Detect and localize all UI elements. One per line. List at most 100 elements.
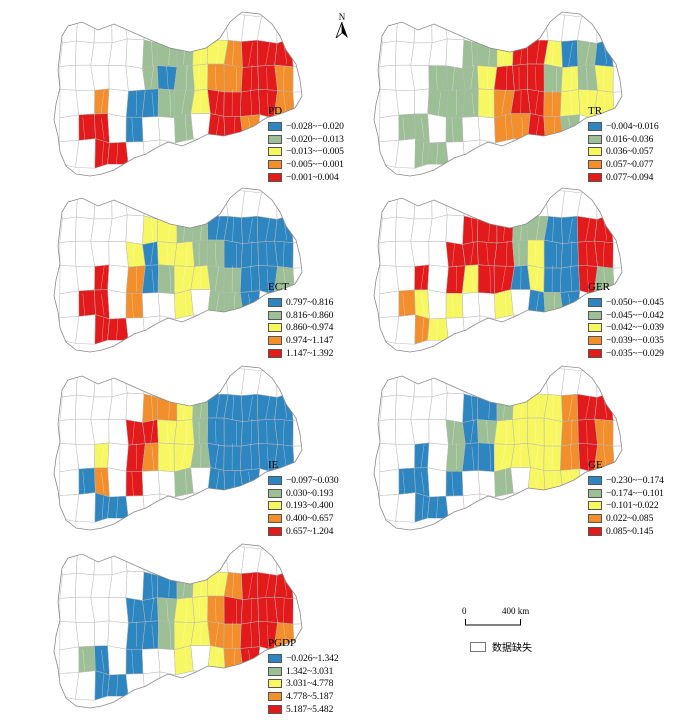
map-region xyxy=(477,264,495,295)
map-region xyxy=(108,597,129,624)
map-region xyxy=(156,190,178,220)
legend-label: 3.031~4.778 xyxy=(286,678,334,690)
region-boundary xyxy=(215,66,217,90)
region-boundary xyxy=(402,293,406,319)
map-panel-ie: IE −0.097~0.030 0.030~0.193 0.193~0.400 … xyxy=(10,362,350,538)
map-region xyxy=(125,292,144,319)
region-boundary xyxy=(185,418,188,447)
map-region xyxy=(156,14,178,44)
region-boundary xyxy=(214,443,220,472)
map-region xyxy=(379,265,400,295)
region-boundary xyxy=(232,41,235,68)
region-boundary xyxy=(185,468,187,494)
legend-label: −0.001~0.004 xyxy=(286,172,339,184)
region-boundary xyxy=(282,598,285,623)
map-region xyxy=(462,215,479,245)
map-region xyxy=(78,645,96,673)
map-region xyxy=(462,241,479,266)
map-region xyxy=(543,267,562,293)
legend-label: 0.193~0.400 xyxy=(286,500,334,512)
region-boundary xyxy=(185,646,187,672)
region-boundary xyxy=(534,265,540,294)
map-region xyxy=(477,292,496,320)
map-region xyxy=(142,139,161,168)
region-boundary xyxy=(471,215,474,243)
north-label: N xyxy=(338,12,346,22)
legend-swatch xyxy=(268,679,282,689)
legend-label: −0.028~−0.020 xyxy=(286,120,344,132)
legend-swatch xyxy=(588,501,602,511)
region-boundary xyxy=(150,419,155,444)
map-region xyxy=(379,216,397,243)
map-region xyxy=(223,267,242,293)
map-region xyxy=(59,240,77,267)
map-region xyxy=(428,65,449,92)
region-boundary xyxy=(570,240,573,269)
map-region xyxy=(496,40,514,68)
legend-swatch xyxy=(268,705,282,715)
map-region xyxy=(176,216,194,244)
map-region xyxy=(192,63,209,91)
legend-swatch xyxy=(268,475,282,485)
region-boundary xyxy=(451,471,454,497)
map-panel-pgdp: PGDP −0.026~1.342 1.342~3.031 3.031~4.77… xyxy=(10,540,350,716)
map-region xyxy=(410,42,433,66)
map-region xyxy=(223,497,245,522)
map-region xyxy=(78,467,96,495)
legend-item: 0.022~0.085 xyxy=(588,512,670,525)
no-data-label: 数据缺失 xyxy=(492,643,532,654)
legend-title: PGDP xyxy=(268,637,297,649)
map-region xyxy=(543,143,565,168)
legend-label: −0.026~1.342 xyxy=(286,652,339,664)
legend-pd: PD −0.028~−0.020 −0.020~−0.013 −0.013~−0… xyxy=(268,104,350,184)
map-region xyxy=(512,39,529,66)
map-region xyxy=(256,571,278,599)
map-region xyxy=(561,139,580,168)
map-region xyxy=(274,214,294,244)
scale-distance-label: 400 km xyxy=(502,606,530,616)
region-boundary xyxy=(586,446,589,471)
region-boundary xyxy=(501,443,506,469)
map-region xyxy=(75,90,95,116)
map-region xyxy=(379,89,400,119)
map-region xyxy=(379,290,400,318)
map-region xyxy=(157,88,175,119)
legend-swatch xyxy=(588,134,602,144)
region-boundary xyxy=(535,39,540,69)
map-region xyxy=(111,192,128,220)
region-boundary xyxy=(215,598,217,622)
map-region xyxy=(223,63,243,93)
region-boundary xyxy=(131,117,134,143)
map-region xyxy=(560,468,581,498)
legend-item: −0.174~−0.101 xyxy=(588,487,670,500)
map-region xyxy=(157,620,175,651)
legend-label: −0.230~−0.174 xyxy=(606,474,664,486)
region-boundary xyxy=(505,240,508,269)
region-boundary xyxy=(402,117,406,143)
region-boundary xyxy=(266,624,269,649)
map-region xyxy=(379,418,397,445)
map-region xyxy=(207,671,226,700)
map-region xyxy=(94,467,110,498)
region-boundary xyxy=(132,597,135,624)
map-outline xyxy=(373,365,623,531)
map-region xyxy=(207,467,226,498)
legend-swatch xyxy=(268,147,282,157)
map-region xyxy=(379,443,400,473)
legend-title: GER xyxy=(588,281,610,293)
map-region xyxy=(510,314,529,342)
region-boundary xyxy=(100,265,105,293)
region-boundary xyxy=(181,621,186,647)
map-pgdp xyxy=(53,543,303,709)
map-region xyxy=(59,468,80,496)
map-region xyxy=(156,546,178,576)
map-region xyxy=(292,596,302,625)
map-panel-ger: GER −0.050~−0.045 −0.045~−0.042 −0.042~−… xyxy=(330,184,670,360)
legend-item: −0.050~−0.045 xyxy=(588,296,670,309)
region-boundary xyxy=(215,242,217,266)
north-arrow: N xyxy=(333,12,351,40)
map-region xyxy=(476,14,498,44)
map-region xyxy=(594,38,614,68)
map-region xyxy=(94,442,110,469)
legend-label: 0.030~0.193 xyxy=(286,487,334,499)
